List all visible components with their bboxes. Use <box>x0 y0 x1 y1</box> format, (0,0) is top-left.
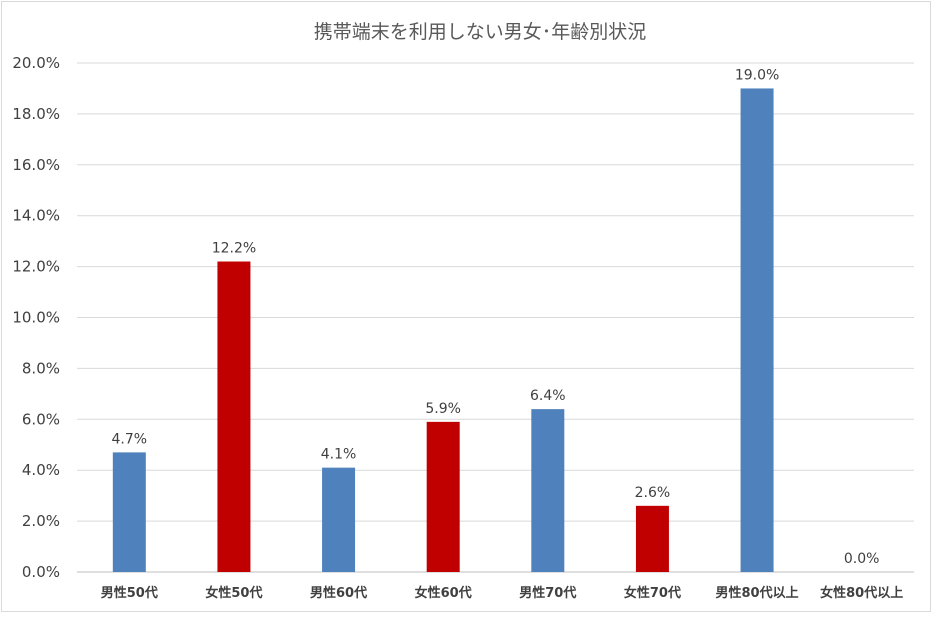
y-tick-label: 0.0% <box>22 563 60 581</box>
x-category-label: 女性60代 <box>415 585 472 601</box>
data-label: 4.7% <box>112 431 148 447</box>
data-label: 2.6% <box>635 485 671 501</box>
y-tick-label: 14.0% <box>12 207 60 225</box>
chart-title: 携帯端末を利用しない男女･年齢別状況 <box>314 21 647 43</box>
bar <box>217 261 251 572</box>
x-category-label: 男性60代 <box>310 585 367 601</box>
x-category-label: 男性80代以上 <box>716 585 799 601</box>
data-labels: 4.7% 12.2% 4.1% 5.9% 6.4% 2.6% 19.0% 0.0% <box>112 67 880 567</box>
x-axis-categories: 男性50代 女性50代 男性60代 女性60代 男性70代 女性70代 男性80代以上 女性8… <box>101 585 903 601</box>
gridlines <box>77 62 914 573</box>
bar <box>740 88 774 572</box>
bars <box>112 88 774 572</box>
bar <box>531 409 565 572</box>
x-category-label: 女性80代以上 <box>820 585 903 601</box>
bar <box>112 452 146 572</box>
x-category-label: 女性70代 <box>624 585 681 601</box>
y-axis-ticks: 0.0% 2.0% 4.0% 6.0% 8.0% 10.0% 12.0% 14.0% 16.0%… <box>12 54 60 581</box>
x-category-label: 男性50代 <box>101 585 158 601</box>
data-label: 19.0% <box>735 67 779 83</box>
data-label: 6.4% <box>530 388 566 404</box>
y-tick-label: 20.0% <box>12 54 60 72</box>
data-label: 12.2% <box>212 241 256 257</box>
y-tick-label: 10.0% <box>12 309 60 327</box>
x-category-label: 女性50代 <box>205 585 262 601</box>
data-label: 5.9% <box>425 401 461 417</box>
data-label: 4.1% <box>321 447 357 463</box>
y-tick-label: 16.0% <box>12 156 60 174</box>
y-tick-label: 2.0% <box>22 512 60 530</box>
y-tick-label: 18.0% <box>12 105 60 123</box>
bar <box>426 421 460 572</box>
bar <box>322 467 356 572</box>
x-category-label: 男性70代 <box>519 585 576 601</box>
y-tick-label: 12.0% <box>12 258 60 276</box>
data-label: 0.0% <box>844 551 880 567</box>
y-tick-label: 8.0% <box>22 359 60 377</box>
bar <box>635 505 669 572</box>
y-tick-label: 4.0% <box>22 461 60 479</box>
y-tick-label: 6.0% <box>22 410 60 428</box>
